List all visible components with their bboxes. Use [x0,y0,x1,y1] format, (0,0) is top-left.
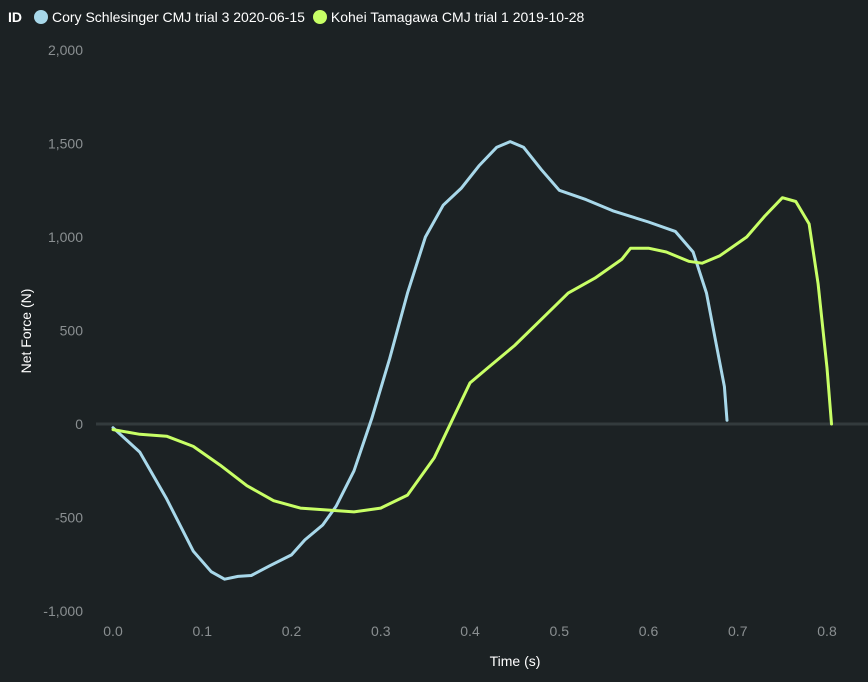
x-tick-label: 0.4 [460,623,480,639]
y-axis-title: Net Force (N) [18,289,34,374]
y-tick-label: 1,000 [48,229,83,245]
legend-label: Kohei Tamagawa CMJ trial 1 2019-10-28 [330,9,585,25]
x-tick-label: 0.3 [371,623,391,639]
legend: ID Cory Schlesinger CMJ trial 3 2020-06-… [8,7,592,27]
x-tick-label: 0.1 [193,623,213,639]
y-tick-label: 2,000 [48,42,83,58]
legend-item-kohei[interactable]: Kohei Tamagawa CMJ trial 1 2019-10-28 [312,9,585,25]
y-axis-ticks: -1,000 -500 0 500 1,000 1,500 2,000 [43,42,868,619]
x-tick-label: 0.5 [550,623,570,639]
x-tick-label: 0.7 [728,623,748,639]
series-line-1[interactable] [111,140,729,581]
x-tick-label: 0.8 [817,623,837,639]
legend-dot-icon [312,10,327,24]
legend-title: ID [8,9,22,25]
legend-dot-icon [34,10,48,24]
series-line-2[interactable] [111,196,833,514]
x-axis-title: Time (s) [490,653,541,669]
x-axis-ticks: 0.0 0.1 0.2 0.3 0.4 0.5 0.6 0.7 0.8 [103,623,837,639]
x-tick-label: 0.0 [103,623,123,639]
y-tick-label: 1,500 [48,136,83,152]
x-tick-label: 0.2 [282,623,302,639]
x-tick-label: 0.6 [639,623,659,639]
y-tick-label: -1,000 [43,603,83,619]
y-tick-label: 0 [75,416,83,432]
series-lines [111,140,833,581]
legend-item-cory[interactable]: Cory Schlesinger CMJ trial 3 2020-06-15 [34,9,305,25]
y-tick-label: -500 [55,510,83,526]
legend-label: Cory Schlesinger CMJ trial 3 2020-06-15 [52,9,305,25]
y-tick-label: 500 [60,323,84,339]
